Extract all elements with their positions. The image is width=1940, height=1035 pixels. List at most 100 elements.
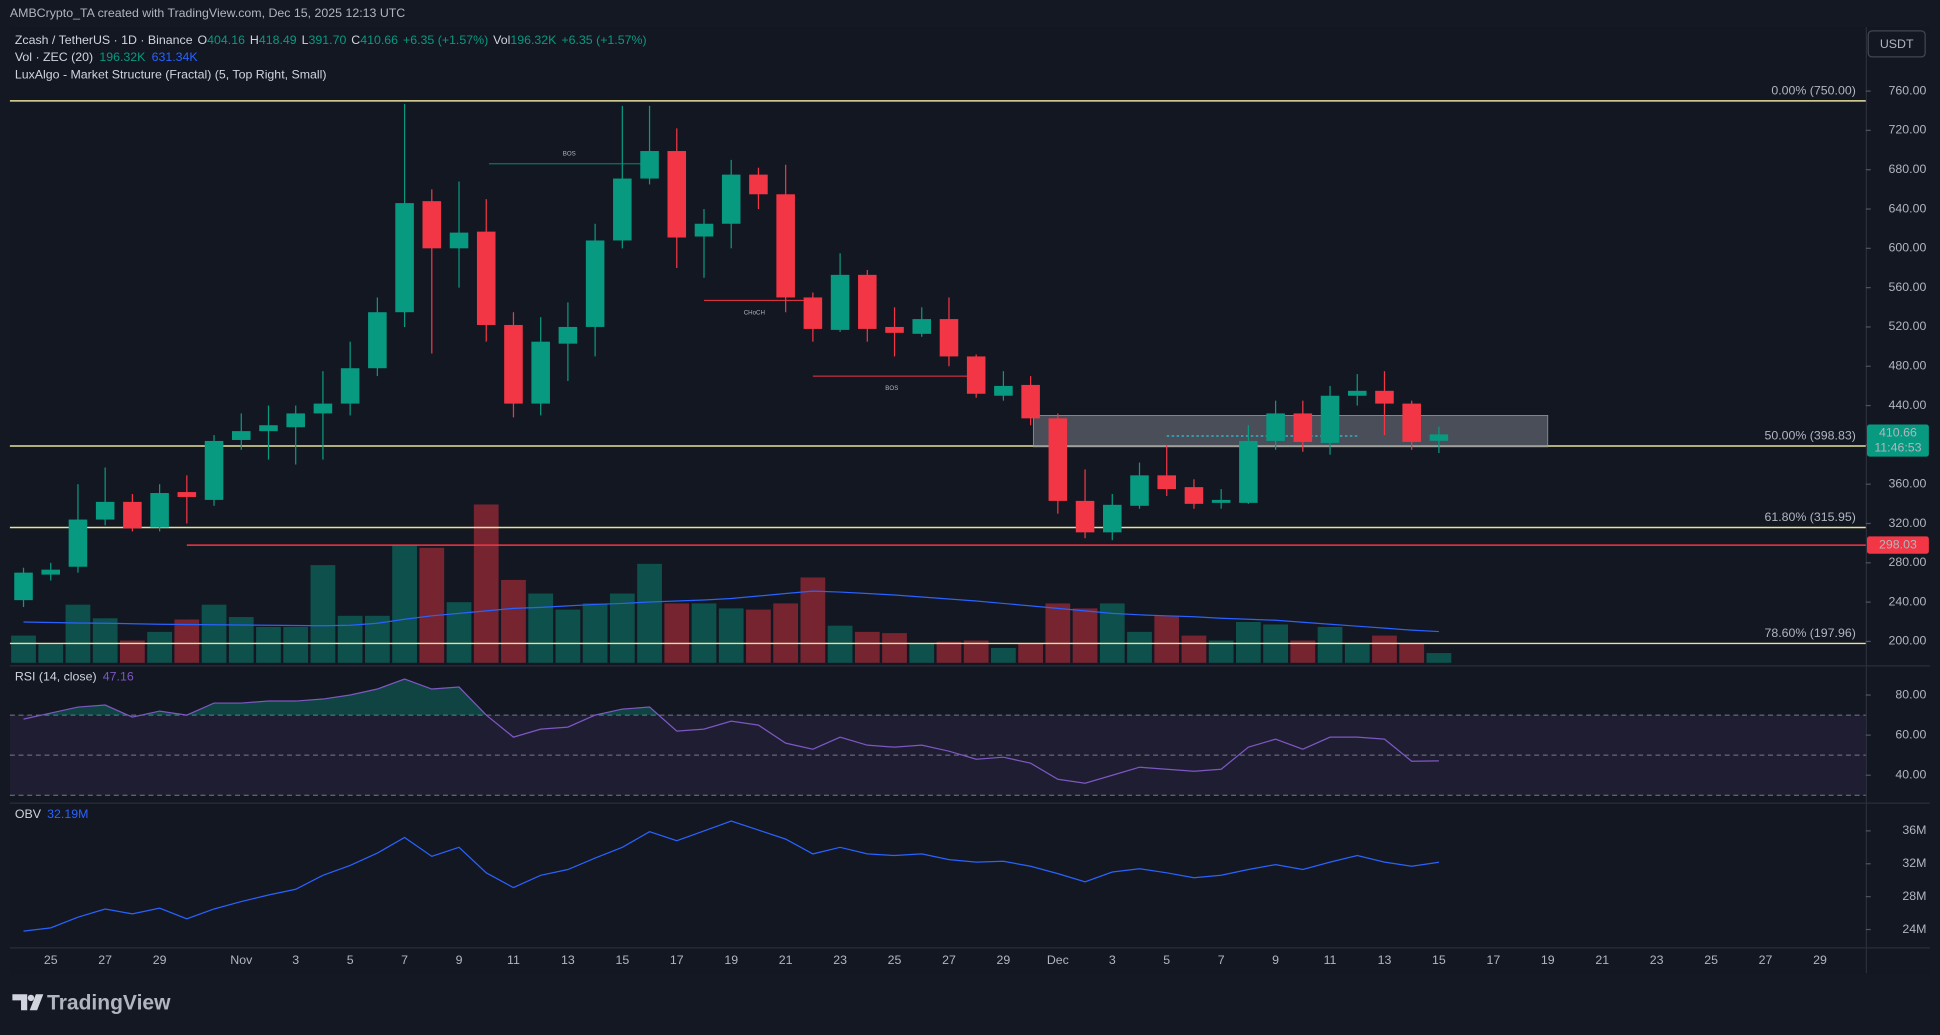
support-tag-label: 298.03 bbox=[1879, 537, 1917, 551]
x-tick-label: 15 bbox=[615, 953, 629, 967]
volume-bar bbox=[664, 603, 690, 663]
y-tick-label: 440.00 bbox=[1889, 398, 1927, 412]
y-tick-label: 720.00 bbox=[1889, 123, 1927, 137]
x-tick-label: 7 bbox=[401, 953, 408, 967]
volume-bar bbox=[609, 593, 635, 663]
fib-label: 50.00% (398.83) bbox=[1764, 428, 1855, 442]
y-tick-label: 40.00 bbox=[1895, 767, 1926, 781]
candle-body bbox=[1320, 395, 1340, 443]
volume-bar bbox=[1154, 615, 1180, 663]
volume-bar bbox=[501, 579, 526, 663]
y-tick-label: 32M bbox=[1902, 856, 1926, 870]
x-tick-label: 27 bbox=[98, 953, 112, 967]
legend-value: 196.32K bbox=[510, 33, 557, 47]
candle-body bbox=[123, 501, 142, 529]
volume-bar bbox=[1045, 603, 1071, 663]
candle-body bbox=[613, 178, 632, 241]
price-tag-countdown: 11:46:53 bbox=[1874, 440, 1921, 454]
candle-body bbox=[640, 151, 659, 179]
volume-bar bbox=[936, 641, 962, 663]
overbought-fill bbox=[41, 679, 659, 716]
candle-body bbox=[858, 274, 877, 329]
volume-bar bbox=[882, 633, 907, 663]
x-tick-label: 11 bbox=[507, 953, 520, 967]
volume-bar bbox=[1372, 635, 1397, 663]
legend-value: 196.32K bbox=[99, 50, 146, 64]
volume-bar bbox=[773, 603, 799, 663]
legend: LuxAlgo - Market Structure (Fractal) (5,… bbox=[15, 68, 327, 82]
fib-label: 78.60% (197.96) bbox=[1764, 626, 1855, 640]
candle-body bbox=[776, 194, 795, 298]
volume-bar bbox=[310, 565, 336, 663]
volume-bar bbox=[1072, 608, 1098, 663]
x-tick-label: 5 bbox=[1163, 953, 1170, 967]
indicator-line bbox=[23, 820, 1440, 932]
x-tick-label: 13 bbox=[561, 953, 575, 967]
volume-bar bbox=[854, 631, 880, 663]
y-tick-label: 760.00 bbox=[1889, 83, 1927, 97]
currency-button[interactable] bbox=[1867, 30, 1926, 58]
legend: Zcash / TetherUS · 1D · Binance O404.16 H4… bbox=[15, 33, 647, 47]
y-tick-label: 560.00 bbox=[1889, 280, 1927, 294]
candle-body bbox=[1075, 500, 1095, 533]
legend-key: L bbox=[302, 33, 309, 47]
x-tick-label: 3 bbox=[292, 953, 299, 967]
volume-bar bbox=[1018, 643, 1043, 663]
volume-bar bbox=[991, 647, 1016, 663]
x-tick-label: 27 bbox=[942, 953, 956, 967]
volume-bar bbox=[1344, 643, 1370, 663]
x-tick-label: 15 bbox=[1432, 953, 1446, 967]
volume-bar bbox=[256, 626, 281, 663]
candle-body bbox=[1293, 413, 1313, 442]
candle-body bbox=[721, 174, 741, 224]
candle-body bbox=[966, 356, 986, 394]
volume-bar bbox=[800, 577, 826, 663]
candle-body bbox=[422, 201, 442, 249]
x-tick-label: Nov bbox=[230, 953, 253, 967]
chart-area bbox=[9, 27, 1931, 974]
legend-title: RSI (14, close) bbox=[15, 670, 97, 684]
candle-body bbox=[259, 425, 278, 432]
x-tick-label: 27 bbox=[1759, 953, 1773, 967]
structure-label: BOS bbox=[563, 151, 576, 158]
volume-bar bbox=[228, 617, 254, 663]
candle-body bbox=[1184, 487, 1204, 504]
volume-bar bbox=[555, 609, 581, 663]
y-tick-label: 280.00 bbox=[1889, 555, 1927, 569]
x-tick-label: 17 bbox=[1486, 953, 1500, 967]
x-tick-label: 23 bbox=[833, 953, 847, 967]
currency-label[interactable]: USDT bbox=[1880, 37, 1914, 51]
candle-body bbox=[14, 572, 33, 601]
legend-title: LuxAlgo - Market Structure (Fractal) (5,… bbox=[15, 68, 327, 82]
x-tick-label: 17 bbox=[670, 953, 684, 967]
candle-body bbox=[231, 431, 251, 440]
candle-body bbox=[95, 501, 115, 520]
y-tick-label: 200.00 bbox=[1889, 634, 1927, 648]
logo-text: TradingView bbox=[47, 992, 171, 1015]
legend: Vol · ZEC (20) 196.32K 631.34K bbox=[15, 50, 199, 64]
volume-bar bbox=[691, 603, 717, 663]
x-tick-label: 29 bbox=[997, 953, 1011, 967]
volume-bar bbox=[1399, 643, 1425, 663]
x-tick-label: 23 bbox=[1650, 953, 1664, 967]
volume-bar bbox=[65, 604, 91, 663]
candle-body bbox=[558, 326, 578, 344]
candle-body bbox=[1375, 390, 1394, 404]
candle-body bbox=[1402, 403, 1421, 442]
x-tick-label: 9 bbox=[456, 953, 463, 967]
volume-bar bbox=[963, 640, 989, 663]
volume-bar bbox=[1127, 631, 1152, 663]
volume-bar bbox=[718, 608, 744, 663]
structure-label: CHoCH bbox=[744, 309, 765, 316]
legend-value: +6.35 (+1.57%) bbox=[561, 33, 646, 47]
legend-value: +6.35 (+1.57%) bbox=[403, 33, 488, 47]
candle-body bbox=[531, 341, 550, 404]
x-tick-label: 19 bbox=[724, 953, 738, 967]
candle-body bbox=[177, 492, 197, 497]
candle-body bbox=[1266, 413, 1285, 441]
candle-body bbox=[994, 385, 1013, 396]
candle-body bbox=[1021, 384, 1040, 419]
legend-value: 404.16 bbox=[207, 33, 245, 47]
volume-bar bbox=[92, 618, 118, 663]
volume-bar bbox=[174, 619, 200, 663]
